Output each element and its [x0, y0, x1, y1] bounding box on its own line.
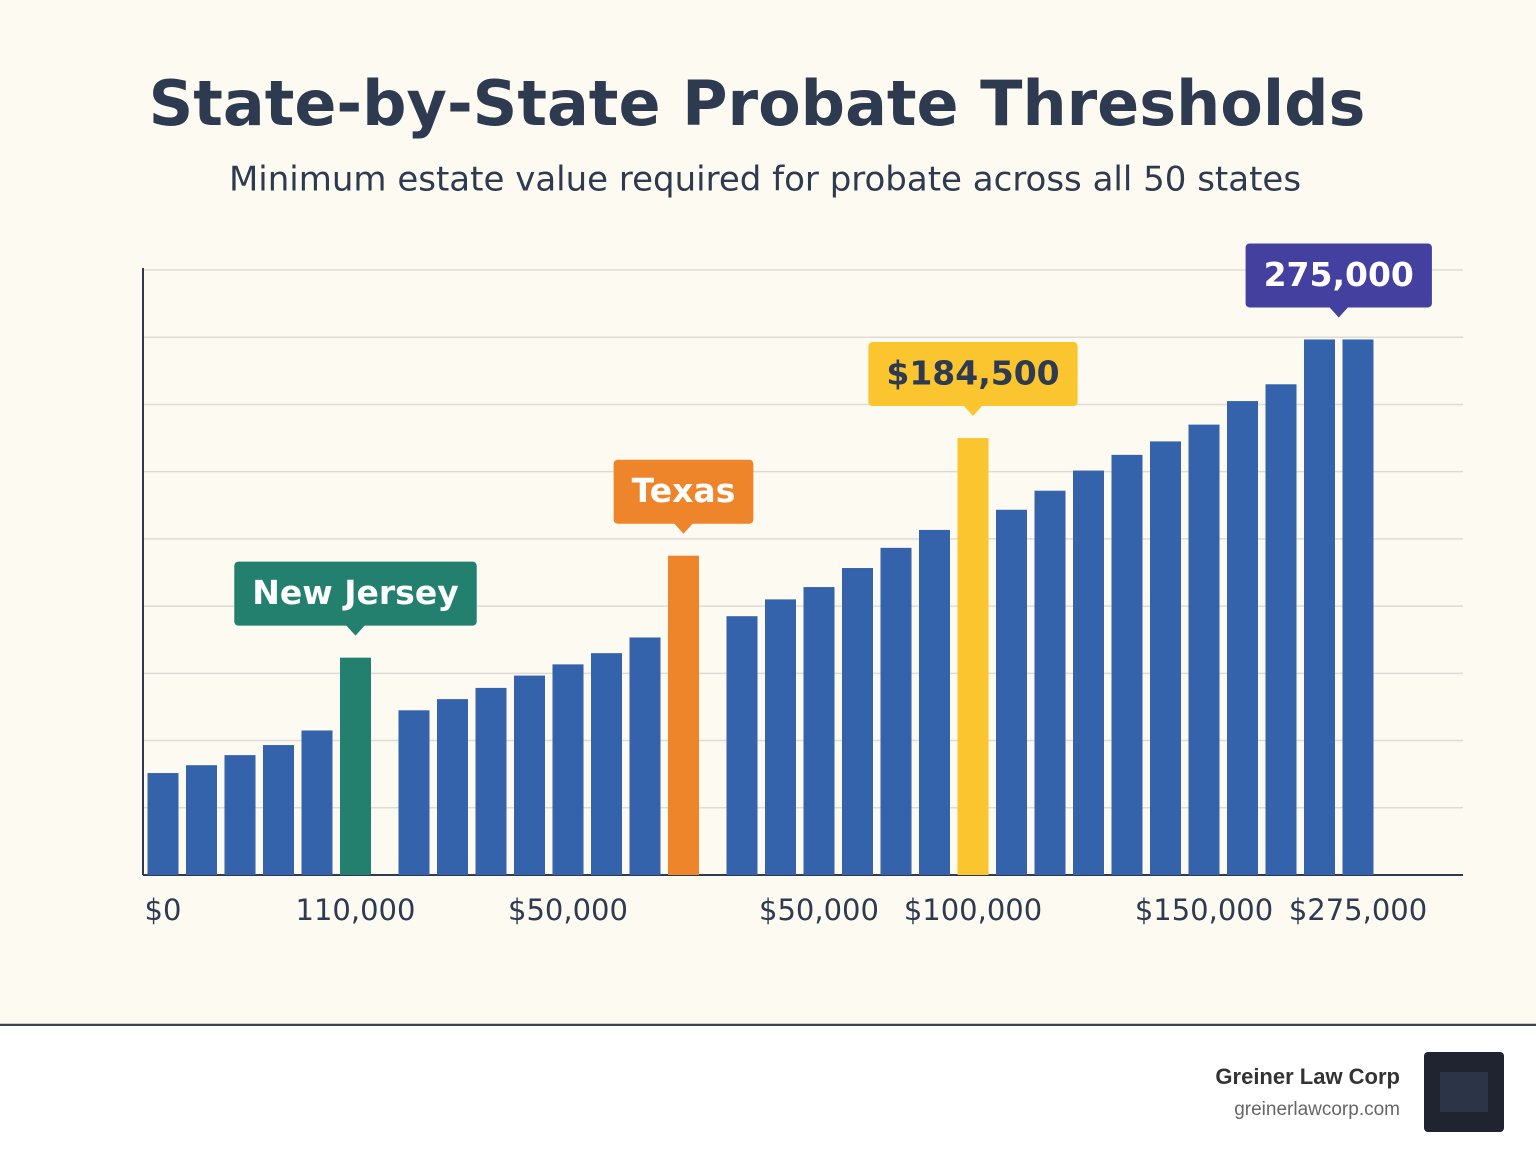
bar — [224, 755, 256, 875]
bar — [437, 699, 468, 875]
callout-pointer — [963, 405, 983, 417]
callout-box — [613, 459, 754, 524]
x-tick-label: $150,000 — [1135, 893, 1273, 927]
bar — [1265, 384, 1297, 875]
bar — [996, 509, 1027, 875]
callout-pointer — [673, 522, 694, 534]
bar — [475, 687, 507, 875]
callout: 275,000 — [1245, 243, 1432, 318]
bar — [398, 710, 430, 875]
bar — [591, 653, 622, 875]
bar — [765, 599, 796, 875]
bar — [726, 616, 758, 875]
bar — [803, 587, 835, 875]
bar — [1227, 401, 1258, 875]
callout-pointer — [1328, 306, 1349, 318]
bar — [1034, 490, 1066, 875]
bar — [263, 745, 294, 875]
callout: Texas — [613, 459, 754, 534]
callout-label: Texas — [632, 471, 736, 510]
bar — [147, 773, 179, 875]
callout-box — [1245, 243, 1432, 308]
callout: New Jersey — [234, 561, 477, 636]
callout-box — [868, 342, 1078, 407]
callout-label: New Jersey — [252, 573, 458, 612]
bar — [301, 730, 333, 875]
callout-box — [234, 561, 477, 626]
footer-website: greinerlawcorp.com — [1234, 1099, 1400, 1120]
bar — [514, 675, 545, 875]
x-tick-label: $100,000 — [904, 893, 1042, 927]
bar — [552, 664, 584, 875]
bar — [1111, 454, 1143, 875]
callout-label: $184,500 — [886, 354, 1059, 393]
footer-logo-inner — [1440, 1072, 1488, 1112]
chart-subtitle: Minimum estate value required for probat… — [229, 160, 1301, 200]
bar — [668, 555, 699, 875]
footer-company: Greiner Law Corp — [1215, 1064, 1400, 1089]
callout-pointer — [345, 624, 366, 636]
callout-label: 275,000 — [1264, 255, 1414, 294]
x-tick-label: $50,000 — [759, 893, 879, 927]
x-tick-label: 110,000 — [296, 893, 416, 927]
bar — [1150, 441, 1181, 875]
footer-background — [0, 1026, 1536, 1154]
bar — [842, 568, 873, 875]
chart-title: State-by-State Probate Thresholds — [149, 67, 1366, 140]
bar — [340, 657, 371, 875]
bar — [186, 765, 217, 875]
bar — [1073, 470, 1104, 875]
bar — [919, 529, 950, 875]
bar — [1342, 339, 1374, 875]
bar — [880, 547, 912, 875]
callout: $184,500 — [868, 342, 1078, 417]
bar — [1304, 339, 1335, 875]
x-tick-label: $0 — [145, 893, 182, 927]
bar — [957, 438, 989, 875]
plot-area: $0 110,000 $50,000 $50,000 $100,000 $150,000 $… — [142, 243, 1463, 927]
x-tick-label: $50,000 — [508, 893, 628, 927]
x-tick-label: $275,000 — [1289, 893, 1427, 927]
bar — [629, 637, 661, 875]
bar — [1188, 424, 1220, 875]
